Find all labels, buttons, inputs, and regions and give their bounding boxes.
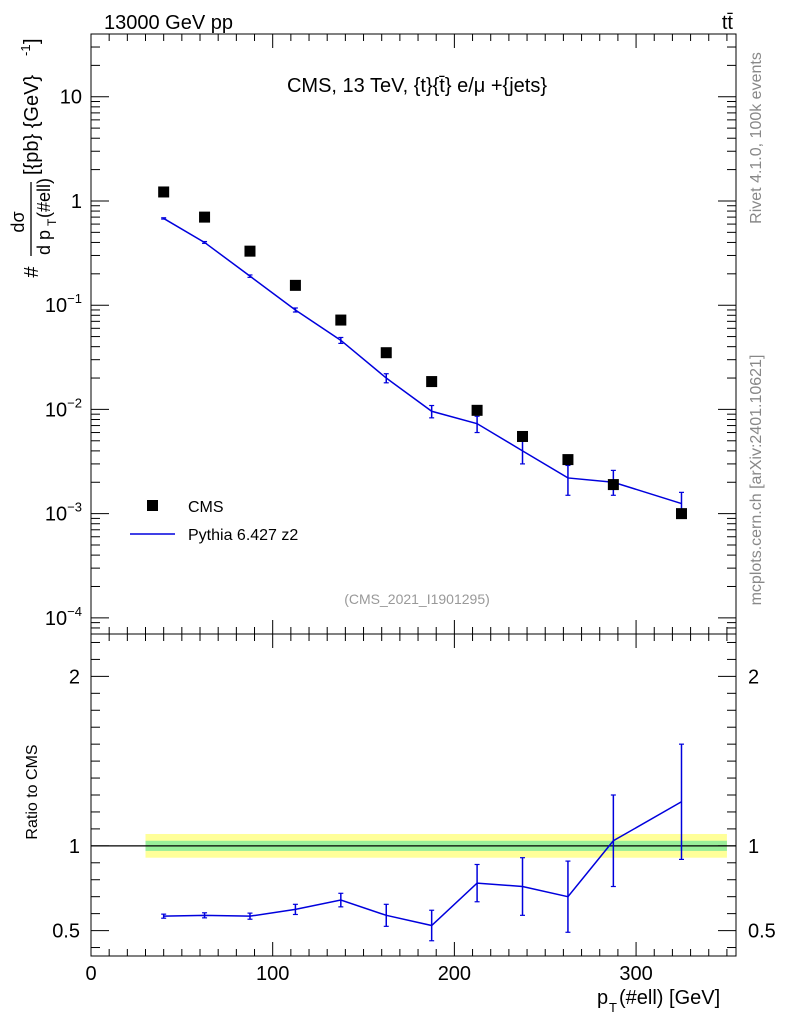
main-series — [158, 186, 687, 520]
x-axis-label: p T (#ell) [GeV] — [597, 987, 720, 1015]
main-y-tick-label: 10 — [60, 87, 82, 109]
ratio-series — [161, 743, 684, 942]
cms-data-point — [675, 508, 687, 520]
cms-data-point — [199, 211, 211, 223]
cms-data-point — [562, 454, 574, 466]
ratio-y-tick-label-left: 1 — [69, 836, 80, 858]
cms-data-point — [517, 430, 529, 442]
xlabel-sub: T — [609, 1000, 617, 1015]
legend-cms-label: CMS — [188, 499, 224, 516]
ratio-plot-frame — [90, 633, 737, 957]
ylabel-den-suffix: (#ell) — [34, 178, 54, 218]
main-plot: 10 1 10−1 10−2 10−3 10−4 CMS, 13 TeV, {t}{t̄}… — [45, 33, 737, 635]
ratio-line — [163, 801, 682, 927]
cms-data-point — [335, 314, 347, 326]
ratio-y-tick-label-right: 0.5 — [748, 921, 776, 943]
ratio-x-tick-label: 300 — [619, 963, 652, 985]
cms-data-point — [380, 347, 392, 359]
ratio-plot: 0.5 0.5 1 1 2 2 0 100 200 300 — [52, 633, 776, 985]
ratio-x-ticks: 0 100 200 300 — [85, 634, 728, 985]
main-plot-frame — [90, 33, 737, 635]
ratio-y-ticks: 0.5 0.5 1 1 2 2 — [52, 641, 776, 949]
cms-data-point — [426, 376, 438, 388]
ylabel-prefix: # — [21, 266, 43, 278]
ratio-y-tick-label-left: 2 — [69, 666, 80, 688]
cms-data-point — [289, 279, 301, 291]
ratio-x-tick-label: 100 — [256, 963, 289, 985]
pythia-line — [163, 217, 682, 505]
ylabel-units-close: ] — [21, 38, 43, 44]
cms-data-point — [471, 404, 483, 416]
main-y-tick-label: 10−3 — [45, 500, 82, 526]
mcplots-label: mcplots.cern.ch [arXiv:2401.10621] — [748, 355, 765, 606]
main-y-ticks: 10 1 10−1 10−2 10−3 10−4 — [45, 33, 736, 635]
ratio-y-tick-label-right: 1 — [748, 836, 759, 858]
main-y-axis-label: # dσ d p T (#ell) [{pb} {GeV} -1 ] — [8, 38, 59, 277]
ylabel-units: [{pb} {GeV} — [21, 75, 43, 175]
ratio-y-tick-label-left: 0.5 — [52, 921, 80, 943]
energy-label: 13000 GeV pp — [104, 12, 233, 34]
ylabel-den: d p — [34, 230, 54, 255]
main-y-tick-label: 10−1 — [45, 291, 82, 317]
ylabel-units-sup: -1 — [18, 44, 33, 56]
rivet-label: Rivet 4.1.0, 100k events — [748, 52, 765, 224]
legend: CMS Pythia 6.427 z2 — [130, 499, 298, 544]
cms-data-point — [607, 479, 619, 491]
ratio-bands — [91, 833, 736, 858]
ylabel-den-sub: T — [45, 218, 59, 226]
cms-data-point — [244, 245, 256, 257]
main-y-tick-label: 10−2 — [45, 395, 82, 421]
ratio-y-tick-label-right: 2 — [748, 666, 759, 688]
main-y-tick-label: 1 — [71, 191, 82, 213]
ratio-x-tick-label: 0 — [85, 963, 96, 985]
ratio-y-axis-label: Ratio to CMS — [24, 744, 41, 839]
ylabel-num: dσ — [8, 211, 28, 232]
cms-data-point — [158, 186, 170, 198]
xlabel-main: p — [597, 987, 608, 1009]
xlabel-suffix: (#ell) [GeV] — [619, 987, 720, 1009]
legend-cms-marker — [147, 500, 158, 511]
main-plot-title: CMS, 13 TeV, {t}{t̄} e/μ +{jets} — [287, 75, 547, 97]
main-x-ticks — [90, 34, 728, 634]
main-y-tick-label: 10−4 — [45, 604, 82, 630]
process-label: tt̄ — [722, 12, 734, 34]
analysis-label: (CMS_2021_I1901295) — [344, 591, 490, 607]
legend-pythia-label: Pythia 6.427 z2 — [188, 527, 298, 544]
ratio-x-tick-label: 200 — [438, 963, 471, 985]
